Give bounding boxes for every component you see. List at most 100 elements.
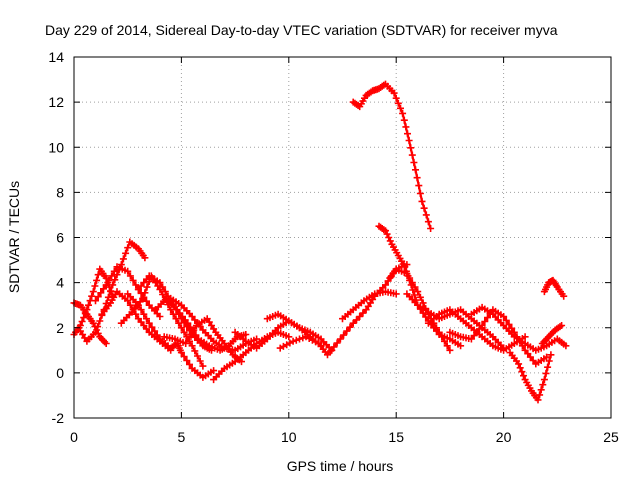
data-point [107, 287, 114, 295]
data-point [78, 318, 86, 325]
data-point [415, 182, 423, 190]
data-point [402, 123, 410, 131]
data-point [194, 352, 201, 360]
data-point [91, 282, 99, 290]
data-point [94, 293, 102, 301]
data-point [516, 364, 524, 372]
series-arc-22 [446, 306, 551, 368]
x-tick-label: 0 [70, 429, 78, 445]
data-point [129, 276, 137, 284]
data-point [539, 381, 547, 389]
data-point [562, 342, 570, 350]
data-point [433, 324, 440, 332]
series-arc-25 [538, 322, 566, 347]
data-point [184, 335, 192, 343]
data-point [404, 130, 411, 138]
data-point [408, 151, 416, 159]
series-arc-17 [349, 80, 435, 232]
data-point [543, 353, 551, 361]
data-point [186, 360, 193, 368]
data-point [151, 327, 159, 335]
data-point [122, 249, 130, 257]
data-point [132, 310, 140, 318]
chart-title: Day 229 of 2014, Sidereal Day-to-day VTE… [45, 22, 558, 38]
data-point [190, 326, 198, 334]
data-point [457, 342, 465, 350]
grid [74, 57, 611, 418]
data-point [161, 288, 169, 296]
data-point [438, 333, 446, 341]
data-point [441, 337, 448, 345]
data-point [143, 315, 150, 323]
y-tick-label: 0 [56, 365, 64, 381]
data-point [394, 99, 402, 107]
data-point [132, 281, 140, 289]
data-point [412, 166, 419, 174]
y-tick-label: -2 [52, 410, 65, 426]
data-point [418, 197, 426, 205]
series-arc-16 [339, 288, 400, 323]
data-point [196, 357, 204, 365]
data-point [177, 324, 185, 332]
axis-ticks [73, 56, 612, 419]
y-tick-label: 6 [56, 230, 64, 246]
data-point [238, 358, 245, 366]
data-point [502, 316, 510, 324]
data-point [140, 310, 148, 318]
data-point [81, 310, 89, 318]
data-point [411, 291, 418, 299]
data-point [183, 357, 191, 364]
y-tick-label: 2 [56, 320, 64, 336]
data-point [126, 272, 134, 280]
data-point [520, 372, 527, 380]
data-point [289, 337, 297, 345]
data-point [134, 301, 142, 309]
data-point [83, 306, 91, 314]
data-point [137, 306, 145, 314]
data-point [416, 190, 424, 197]
data-point [94, 271, 102, 279]
data-point [180, 328, 188, 336]
data-point [500, 313, 508, 320]
data-point [484, 314, 491, 322]
data-point [390, 89, 398, 97]
data-point [156, 313, 164, 320]
data-point [141, 289, 149, 297]
data-point [410, 159, 418, 166]
data-point [124, 267, 132, 275]
data-point [242, 331, 250, 338]
data-point [336, 335, 344, 343]
data-point [405, 137, 413, 144]
y-tick-label: 12 [48, 94, 64, 110]
data-point [545, 357, 553, 365]
data-point [143, 297, 150, 305]
data-point [343, 327, 351, 335]
data-point [515, 360, 523, 368]
series-arc-23 [467, 303, 570, 354]
data-point [96, 317, 104, 325]
data-point [558, 322, 566, 329]
data-point [285, 333, 293, 341]
data-point [299, 334, 307, 342]
data-point [124, 297, 132, 305]
data-point [188, 342, 196, 350]
data-point [102, 281, 110, 289]
y-tick-label: 14 [48, 49, 64, 65]
x-tick-label: 20 [496, 429, 512, 445]
data-point [88, 292, 96, 300]
data-point [102, 340, 110, 347]
data-point [414, 288, 422, 296]
data-point [407, 144, 415, 152]
y-tick-label: 4 [56, 275, 64, 291]
data-point [435, 328, 443, 336]
data-point [411, 283, 419, 291]
data-point [353, 316, 360, 324]
data-point [177, 349, 185, 357]
data-point [478, 322, 486, 329]
data-point [92, 328, 99, 336]
data-point [89, 288, 97, 296]
data-point [547, 351, 555, 359]
data-point [420, 204, 428, 212]
x-tick-label: 15 [388, 429, 404, 445]
data-point [542, 369, 550, 377]
